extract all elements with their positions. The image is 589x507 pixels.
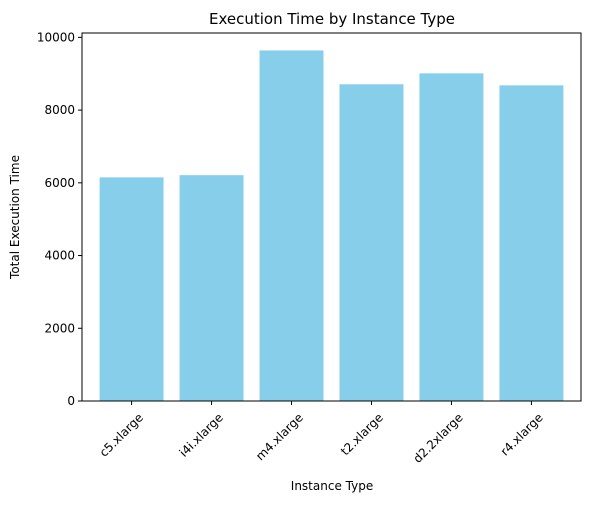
y-axis-label: Total Execution Time [8, 155, 22, 280]
x-axis-label: Instance Type [291, 479, 373, 493]
x-tick-label-r4-xlarge: r4.xlarge [498, 410, 546, 458]
y-tick-label: 4000 [44, 249, 75, 263]
x-tick-label-t2-xlarge: t2.xlarge [338, 410, 386, 458]
y-tick-label: 10000 [37, 30, 75, 44]
x-axis: c5.xlarge i4i.xlarge m4.xlarge t2.xlarge d2.… [97, 401, 546, 466]
x-tick-label-i4i-xlarge: i4i.xlarge [177, 410, 226, 459]
y-tick-label: 0 [67, 394, 75, 408]
plot-frame [81, 32, 582, 402]
y-tick-label: 2000 [44, 321, 75, 335]
y-tick-label: 8000 [44, 103, 75, 117]
bar-m4-xlarge [259, 50, 324, 401]
y-axis: 0 2000 4000 6000 8000 10000 [37, 30, 82, 408]
x-tick-label-m4-xlarge: m4.xlarge [253, 410, 306, 463]
bar-c5-xlarge [99, 177, 164, 401]
bar-t2-xlarge [339, 84, 404, 402]
bars-layer [99, 50, 564, 402]
bar-d2-2xlarge [419, 73, 484, 402]
x-tick-label-c5-xlarge: c5.xlarge [97, 410, 146, 459]
chart-title: Execution Time by Instance Type [209, 10, 455, 28]
y-tick-label: 6000 [44, 176, 75, 190]
x-tick-label-d2-2xlarge: d2.2xlarge [410, 410, 465, 465]
bar-i4i-xlarge [179, 175, 244, 401]
bar-r4-xlarge [499, 85, 564, 402]
